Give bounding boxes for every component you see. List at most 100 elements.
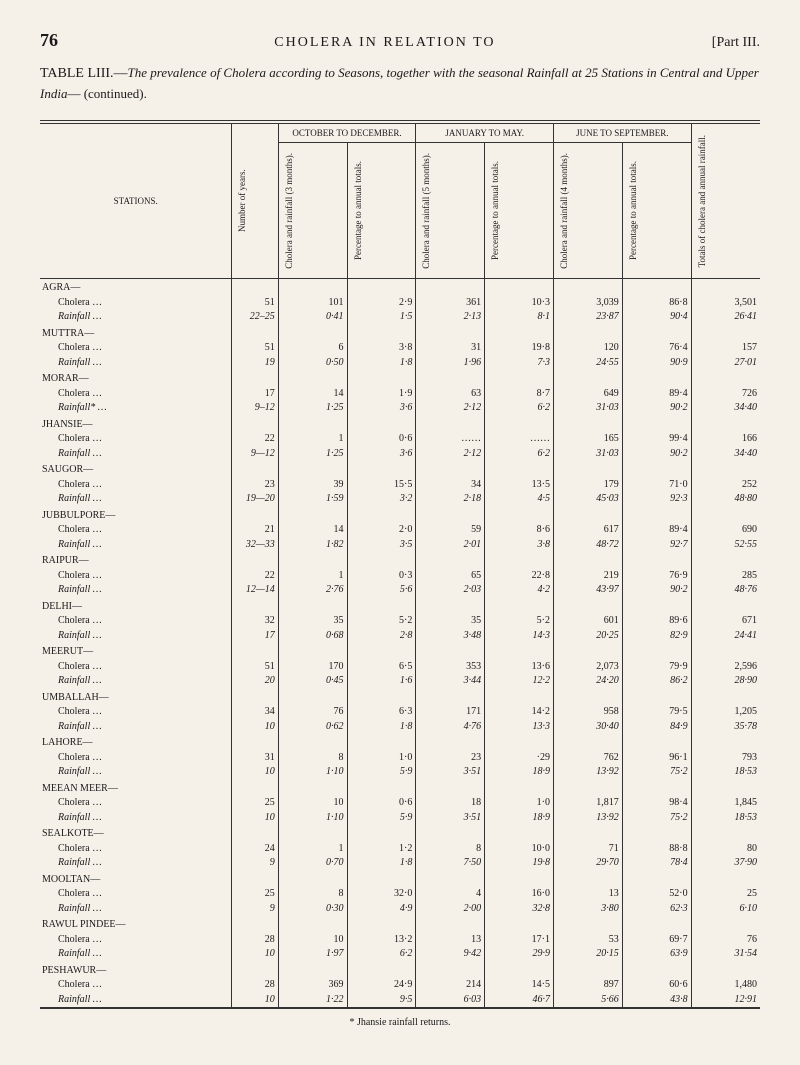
col-sub-0b: Percentage to annual totals.	[351, 155, 366, 266]
total-cell: 26·41	[691, 310, 760, 325]
jan-val: 31	[416, 341, 485, 356]
oct-pct: 5·2	[347, 614, 416, 629]
jun-val: 2,073	[553, 660, 622, 675]
jun-pct: 82·9	[622, 629, 691, 644]
years-cell: 51	[232, 660, 278, 675]
oct-val: 369	[278, 978, 347, 993]
oct-val: 0·62	[278, 720, 347, 735]
jan-val: 171	[416, 705, 485, 720]
jan-pct: 4·2	[485, 583, 554, 598]
jun-pct: 98·4	[622, 796, 691, 811]
total-cell: 157	[691, 341, 760, 356]
oct-pct: 3·2	[347, 492, 416, 507]
station-label: Rainfall …	[40, 765, 232, 780]
table-row: Cholera …3181·023·2976296·1793	[40, 751, 760, 766]
running-head: CHOLERA IN RELATION TO	[274, 35, 495, 51]
jun-val: 219	[553, 569, 622, 584]
jan-pct: 8·7	[485, 387, 554, 402]
jan-pct: 7·3	[485, 356, 554, 371]
table-row: RAWUL PINDEE—	[40, 916, 760, 933]
table-row: Rainfall …22–250·411·52·138·123·8790·426…	[40, 310, 760, 325]
oct-val: 10	[278, 933, 347, 948]
jun-pct: 90·9	[622, 356, 691, 371]
jan-pct: ……	[485, 432, 554, 447]
table-row: Cholera …281013·21317·15369·776	[40, 933, 760, 948]
station-label: Cholera …	[40, 523, 232, 538]
col-sub-1a: Cholera and rainfall (5 months).	[419, 147, 434, 275]
oct-pct: 0·6	[347, 796, 416, 811]
jan-val: 18	[416, 796, 485, 811]
jun-pct: 99·4	[622, 432, 691, 447]
jan-val: 8	[416, 842, 485, 857]
station-label: Cholera …	[40, 660, 232, 675]
jan-val: 6·03	[416, 993, 485, 1009]
table-row: RAIPUR—	[40, 552, 760, 569]
oct-val: 1·10	[278, 811, 347, 826]
jan-pct: 14·5	[485, 978, 554, 993]
jan-val: 63	[416, 387, 485, 402]
jun-val: 601	[553, 614, 622, 629]
jun-pct: 71·0	[622, 478, 691, 493]
total-cell: 1,845	[691, 796, 760, 811]
jun-pct: 63·9	[622, 947, 691, 962]
total-cell: 166	[691, 432, 760, 447]
jun-pct: 79·9	[622, 660, 691, 675]
jan-pct: 29·9	[485, 947, 554, 962]
page-number-left: 76	[40, 30, 58, 51]
station-group: PESHAWUR—	[40, 962, 232, 979]
jan-pct: 6·2	[485, 447, 554, 462]
table-row: DELHI—	[40, 598, 760, 615]
col-sub-0a: Cholera and rainfall (3 months).	[282, 147, 297, 275]
jun-pct: 90·4	[622, 310, 691, 325]
table-row: JHANSIE—	[40, 416, 760, 433]
station-label: Rainfall …	[40, 993, 232, 1009]
station-label: Cholera …	[40, 842, 232, 857]
oct-val: 101	[278, 296, 347, 311]
table-row: Cholera …2836924·921414·589760·61,480	[40, 978, 760, 993]
table-row: MEERUT—	[40, 643, 760, 660]
jun-pct: 84·9	[622, 720, 691, 735]
jun-val: 120	[553, 341, 622, 356]
jun-pct: 89·4	[622, 523, 691, 538]
total-cell: 34·40	[691, 401, 760, 416]
data-table: STATIONS. Number of years. OCTOBER TO DE…	[40, 120, 760, 1010]
station-group: SEALKOTE—	[40, 825, 232, 842]
station-group: RAWUL PINDEE—	[40, 916, 232, 933]
jun-pct: 89·6	[622, 614, 691, 629]
jan-pct: 19·8	[485, 856, 554, 871]
col-group-0: OCTOBER TO DECEMBER.	[278, 122, 416, 143]
oct-pct: 5·6	[347, 583, 416, 598]
jan-pct: 22·8	[485, 569, 554, 584]
station-label: Cholera …	[40, 887, 232, 902]
table-row: Rainfall …101·105·93·5118·913·9275·218·5…	[40, 765, 760, 780]
total-cell: 12·91	[691, 993, 760, 1009]
table-row: Cholera …25100·6181·01,81798·41,845	[40, 796, 760, 811]
jun-val: 43·97	[553, 583, 622, 598]
table-row: SEALKOTE—	[40, 825, 760, 842]
jun-val: 13·92	[553, 811, 622, 826]
total-cell: 25	[691, 887, 760, 902]
years-cell: 9—12	[232, 447, 278, 462]
table-row: PESHAWUR—	[40, 962, 760, 979]
total-cell: 3,501	[691, 296, 760, 311]
jan-val: 2·01	[416, 538, 485, 553]
jan-pct: 14·2	[485, 705, 554, 720]
station-group: SAUGOR—	[40, 461, 232, 478]
jan-val: 3·51	[416, 811, 485, 826]
jun-pct: 86·2	[622, 674, 691, 689]
table-row: Rainfall …101·229·56·0346·75·6643·812·91	[40, 993, 760, 1009]
oct-pct: 2·0	[347, 523, 416, 538]
table-row: Cholera …2210·36522·821976·9285	[40, 569, 760, 584]
oct-pct: 1·8	[347, 720, 416, 735]
jan-val: 2·12	[416, 447, 485, 462]
total-cell: 31·54	[691, 947, 760, 962]
jun-val: 13	[553, 887, 622, 902]
oct-val: 0·45	[278, 674, 347, 689]
jun-val: 762	[553, 751, 622, 766]
years-cell: 12—14	[232, 583, 278, 598]
table-row: Cholera …511012·936110·33,03986·83,501	[40, 296, 760, 311]
jun-val: 1,817	[553, 796, 622, 811]
total-cell: 1,205	[691, 705, 760, 720]
oct-pct: 6·3	[347, 705, 416, 720]
years-cell: 34	[232, 705, 278, 720]
